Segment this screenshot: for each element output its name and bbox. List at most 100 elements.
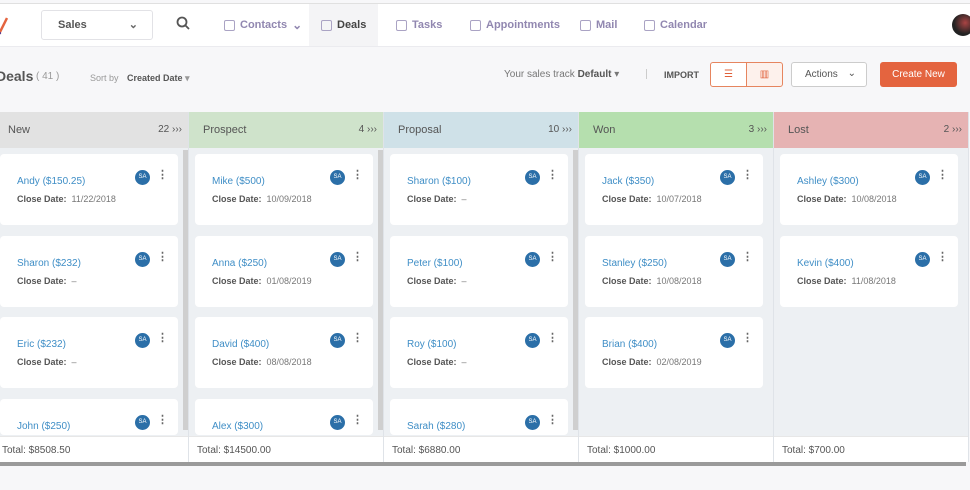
column-header[interactable]: Prospect 4 ››› (189, 112, 383, 148)
owner-avatar[interactable]: SA (135, 252, 150, 267)
owner-avatar[interactable]: SA (330, 415, 345, 430)
more-vertical-icon[interactable]: ⋮ (547, 414, 558, 426)
deal-name-link[interactable]: John ($250) (17, 421, 71, 432)
deal-name-link[interactable]: Alex ($300) (212, 421, 264, 432)
more-vertical-icon[interactable]: ⋮ (157, 332, 168, 344)
deal-name-link[interactable]: Ashley ($300) (797, 176, 859, 187)
close-date-label: Close Date: (407, 357, 457, 367)
deal-card[interactable]: Alex ($300) SA ⋮ (195, 399, 373, 435)
more-vertical-icon[interactable]: ⋮ (157, 251, 168, 263)
close-date: Close Date: 10/08/2018 (797, 194, 897, 204)
sales-track[interactable]: Your sales track Default ▾ (504, 69, 620, 80)
deal-card[interactable]: Brian ($400) Close Date: 02/08/2019 SA ⋮ (585, 317, 763, 388)
column-header[interactable]: New 22 ››› (0, 112, 188, 148)
deal-card[interactable]: Sharon ($100) Close Date: – SA ⋮ (390, 154, 568, 225)
nav-contacts[interactable]: Contacts ⌄ (212, 4, 314, 46)
nav-tasks[interactable]: Tasks (384, 4, 454, 46)
owner-avatar[interactable]: SA (525, 170, 540, 185)
more-vertical-icon[interactable]: ⋮ (547, 169, 558, 181)
kanban-view-button[interactable]: ▥ (746, 62, 783, 87)
search-icon[interactable] (176, 16, 190, 30)
deal-card[interactable]: Roy ($100) Close Date: – SA ⋮ (390, 317, 568, 388)
deal-name-link[interactable]: Eric ($232) (17, 339, 66, 350)
column-scrollbar[interactable] (378, 150, 383, 430)
appointment-icon (470, 19, 481, 31)
deal-name-link[interactable]: Sarah ($280) (407, 421, 466, 432)
nav-calendar[interactable]: Calendar (632, 4, 719, 46)
owner-avatar[interactable]: SA (720, 252, 735, 267)
owner-avatar[interactable]: SA (135, 415, 150, 430)
more-vertical-icon[interactable]: ⋮ (157, 414, 168, 426)
nav-deals[interactable]: Deals (309, 4, 379, 46)
deal-name-link[interactable]: Sharon ($232) (17, 258, 81, 269)
owner-avatar[interactable]: SA (330, 170, 345, 185)
deal-card[interactable]: Anna ($250) Close Date: 01/08/2019 SA ⋮ (195, 236, 373, 307)
deal-card[interactable]: Andy ($150.25) Close Date: 11/22/2018 SA… (0, 154, 178, 225)
more-vertical-icon[interactable]: ⋮ (742, 169, 753, 181)
deal-name-link[interactable]: Brian ($400) (602, 339, 658, 350)
user-avatar[interactable] (952, 14, 970, 36)
chevron-down-icon: ⌄ (292, 18, 303, 32)
deal-name-link[interactable]: Stanley ($250) (602, 258, 668, 269)
deal-name-link[interactable]: Jack ($350) (602, 176, 655, 187)
more-vertical-icon[interactable]: ⋮ (937, 169, 948, 181)
deal-card[interactable]: John ($250) SA ⋮ (0, 399, 178, 435)
deal-card[interactable]: Ashley ($300) Close Date: 10/08/2018 SA … (780, 154, 958, 225)
deal-card[interactable]: Sharon ($232) Close Date: – SA ⋮ (0, 236, 178, 307)
create-new-button[interactable]: Create New (880, 62, 957, 87)
owner-avatar[interactable]: SA (720, 333, 735, 348)
deal-card[interactable]: Sarah ($280) SA ⋮ (390, 399, 568, 435)
deal-name-link[interactable]: Kevin ($400) (797, 258, 854, 269)
deal-card[interactable]: Kevin ($400) Close Date: 11/08/2018 SA ⋮ (780, 236, 958, 307)
actions-dropdown[interactable]: Actions ⌄ (791, 62, 867, 87)
more-vertical-icon[interactable]: ⋮ (352, 414, 363, 426)
deal-name-link[interactable]: Andy ($150.25) (17, 176, 86, 187)
owner-avatar[interactable]: SA (525, 415, 540, 430)
deal-card[interactable]: Eric ($232) Close Date: – SA ⋮ (0, 317, 178, 388)
more-vertical-icon[interactable]: ⋮ (937, 251, 948, 263)
column-scrollbar[interactable] (573, 150, 578, 430)
column-scrollbar[interactable] (183, 150, 188, 430)
column-header[interactable]: Won 3 ››› (579, 112, 773, 148)
close-date-value: – (461, 276, 467, 286)
sort-dropdown[interactable]: Created Date ▾ (127, 73, 190, 84)
more-vertical-icon[interactable]: ⋮ (157, 169, 168, 181)
nav-appointments[interactable]: Appointments (458, 4, 572, 46)
deal-name-link[interactable]: Peter ($100) (407, 258, 463, 269)
horizontal-scrollbar[interactable] (0, 462, 966, 466)
owner-avatar[interactable]: SA (525, 252, 540, 267)
more-vertical-icon[interactable]: ⋮ (742, 251, 753, 263)
list-view-button[interactable]: ☰ (710, 62, 747, 87)
close-date: Close Date: 11/08/2018 (797, 276, 896, 286)
deal-card[interactable]: David ($400) Close Date: 08/08/2018 SA ⋮ (195, 317, 373, 388)
deal-card[interactable]: Stanley ($250) Close Date: 10/08/2018 SA… (585, 236, 763, 307)
more-vertical-icon[interactable]: ⋮ (742, 332, 753, 344)
deal-name-link[interactable]: Anna ($250) (212, 258, 268, 269)
more-vertical-icon[interactable]: ⋮ (352, 251, 363, 263)
page-title: Deals (0, 68, 34, 84)
import-button[interactable]: IMPORT (664, 70, 699, 80)
nav-mail[interactable]: Mail (568, 4, 629, 46)
module-select[interactable]: Sales ⌄ (41, 10, 153, 40)
deal-card[interactable]: Mike ($500) Close Date: 10/09/2018 SA ⋮ (195, 154, 373, 225)
owner-avatar[interactable]: SA (135, 333, 150, 348)
more-vertical-icon[interactable]: ⋮ (352, 169, 363, 181)
deal-card[interactable]: Peter ($100) Close Date: – SA ⋮ (390, 236, 568, 307)
owner-avatar[interactable]: SA (135, 170, 150, 185)
deal-name-link[interactable]: Mike ($500) (212, 176, 265, 187)
column-header[interactable]: Lost 2 ››› (774, 112, 968, 148)
deal-name-link[interactable]: Sharon ($100) (407, 176, 471, 187)
deal-card[interactable]: Jack ($350) Close Date: 10/07/2018 SA ⋮ (585, 154, 763, 225)
more-vertical-icon[interactable]: ⋮ (547, 332, 558, 344)
owner-avatar[interactable]: SA (720, 170, 735, 185)
owner-avatar[interactable]: SA (330, 333, 345, 348)
owner-avatar[interactable]: SA (915, 252, 930, 267)
deal-name-link[interactable]: Roy ($100) (407, 339, 457, 350)
column-header[interactable]: Proposal 10 ››› (384, 112, 578, 148)
deal-name-link[interactable]: David ($400) (212, 339, 270, 350)
more-vertical-icon[interactable]: ⋮ (352, 332, 363, 344)
owner-avatar[interactable]: SA (525, 333, 540, 348)
owner-avatar[interactable]: SA (330, 252, 345, 267)
owner-avatar[interactable]: SA (915, 170, 930, 185)
more-vertical-icon[interactable]: ⋮ (547, 251, 558, 263)
